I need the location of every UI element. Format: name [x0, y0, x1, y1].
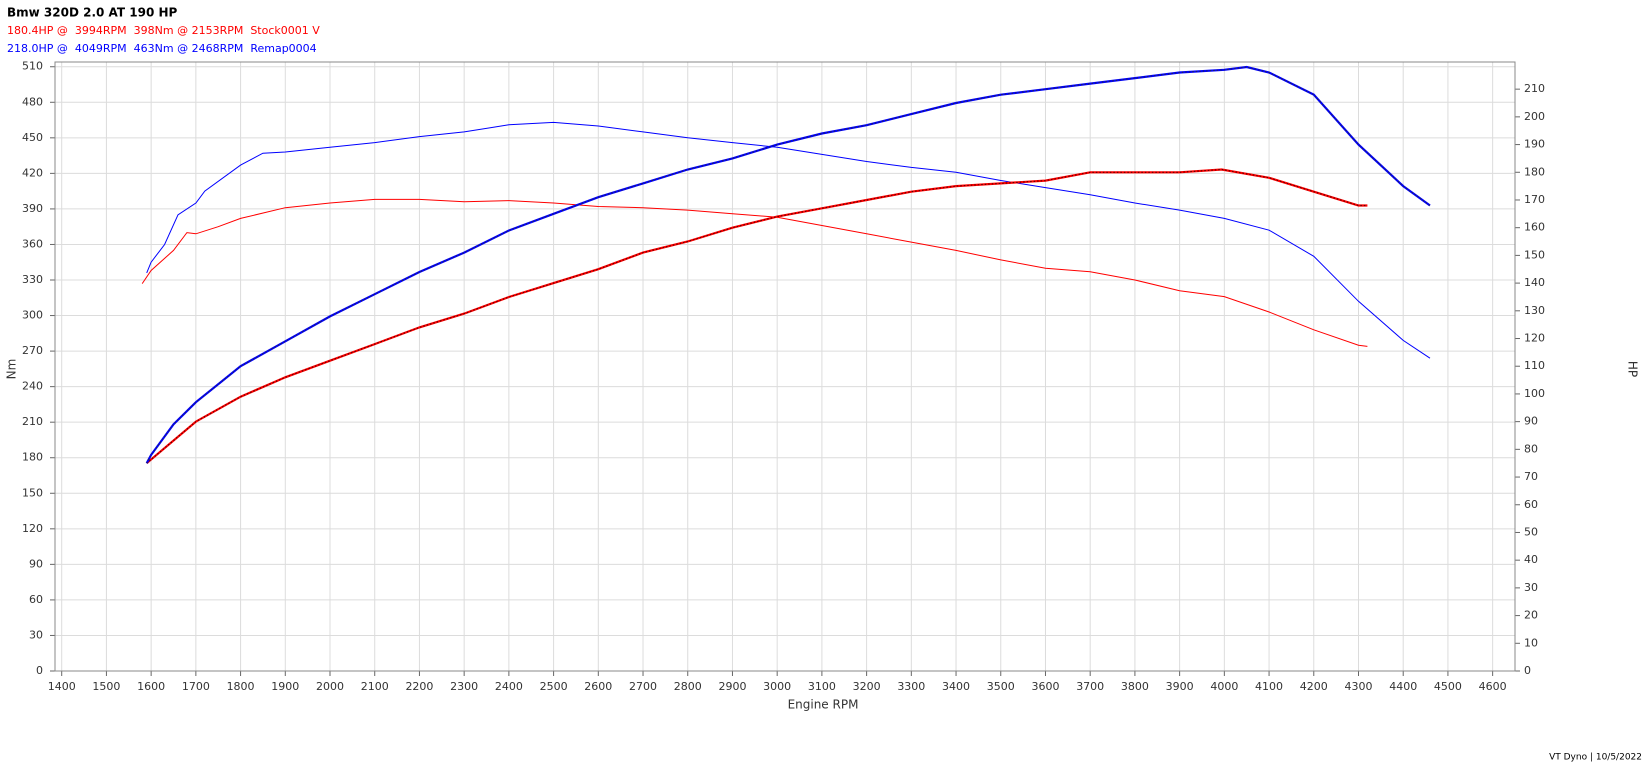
y2-tick-label: 110: [1524, 359, 1545, 372]
y2-tick-label: 130: [1524, 304, 1545, 317]
subtitle: 180.4HP @ 3994RPM 398Nm @ 2153RPM Stock0…: [7, 24, 320, 37]
y2-tick-label: 120: [1524, 332, 1545, 345]
line: [145, 168, 1368, 465]
y2-tick-label: 160: [1524, 221, 1545, 234]
x-tick-label: 3200: [853, 680, 881, 693]
x-tick-label: 4000: [1210, 680, 1238, 693]
line: [146, 121, 1431, 359]
x-tick-label: 4300: [1344, 680, 1372, 693]
y-tick-label: 360: [22, 237, 43, 250]
y-tick-label: 180: [22, 451, 43, 464]
x-tick-label: 1800: [227, 680, 255, 693]
x-tick-label: 3500: [987, 680, 1015, 693]
y2-tick-label: 80: [1524, 442, 1538, 455]
y2-tick-label: 210: [1524, 82, 1545, 95]
y2-tick-label: 50: [1524, 525, 1538, 538]
y-tick-label: 270: [22, 344, 43, 357]
x-tick-label: 4500: [1434, 680, 1462, 693]
y-tick-label: 150: [22, 486, 43, 499]
x-tick-label: 3800: [1121, 680, 1149, 693]
x-tick-label: 4200: [1300, 680, 1328, 693]
y2-tick-label: 30: [1524, 581, 1538, 594]
subtitle: 218.0HP @ 4049RPM 463Nm @ 2468RPM Remap0…: [7, 42, 317, 55]
y-tick-label: 450: [22, 131, 43, 144]
x-tick-label: 2000: [316, 680, 344, 693]
y2-tick-label: 150: [1524, 248, 1545, 261]
x-tick-label: 2800: [674, 680, 702, 693]
x-tick-label: 4600: [1479, 680, 1507, 693]
line: [145, 65, 1431, 464]
y2-tick-label: 60: [1524, 498, 1538, 511]
y2-tick-label: 70: [1524, 470, 1538, 483]
y-tick-label: 120: [22, 522, 43, 535]
x-axis-label: Engine RPM: [788, 698, 859, 712]
y2-tick-label: 170: [1524, 193, 1545, 206]
x-tick-label: 3700: [1076, 680, 1104, 693]
y2-tick-label: 190: [1524, 138, 1545, 151]
y-tick-label: 60: [29, 593, 43, 606]
y-tick-label: 0: [36, 664, 43, 677]
x-tick-label: 2500: [540, 680, 568, 693]
y2-tick-label: 10: [1524, 636, 1538, 649]
x-tick-label: 1600: [137, 680, 165, 693]
x-tick-label: 3900: [1166, 680, 1194, 693]
x-tick-label: 2200: [405, 680, 433, 693]
x-tick-label: 2300: [450, 680, 478, 693]
x-tick-label: 3000: [763, 680, 791, 693]
x-tick-label: 3100: [808, 680, 836, 693]
x-tick-label: 1900: [271, 680, 299, 693]
x-tick-label: 1500: [92, 680, 120, 693]
plot-frame: [54, 61, 1516, 672]
y-tick-label: 330: [22, 273, 43, 286]
x-tick-label: 2400: [495, 680, 523, 693]
x-tick-label: 3300: [897, 680, 925, 693]
x-tick-label: 2100: [361, 680, 389, 693]
y2-tick-label: 90: [1524, 415, 1538, 428]
y2-tick-label: 0: [1524, 664, 1531, 677]
y-tick-label: 240: [22, 380, 43, 393]
x-tick-label: 1700: [182, 680, 210, 693]
y2-tick-label: 40: [1524, 553, 1538, 566]
y-tick-label: 210: [22, 415, 43, 428]
line: [141, 198, 1368, 347]
chart-title: Bmw 320D 2.0 AT 190 HP: [7, 6, 178, 20]
y-tick-label: 30: [29, 628, 43, 641]
x-tick-label: 3400: [942, 680, 970, 693]
footer: VT Dyno | 10/5/2022: [1549, 753, 1642, 763]
x-tick-label: 4100: [1255, 680, 1283, 693]
y2-tick-label: 20: [1524, 609, 1538, 622]
y2-tick-label: 100: [1524, 387, 1545, 400]
y2-tick-label: 180: [1524, 165, 1545, 178]
x-tick-label: 1400: [48, 680, 76, 693]
y2-tick-label: 140: [1524, 276, 1545, 289]
y2-tick-label: 200: [1524, 110, 1545, 123]
x-tick-label: 4400: [1389, 680, 1417, 693]
x-tick-label: 2700: [629, 680, 657, 693]
y2-axis-label: HP: [1626, 361, 1640, 377]
y-tick-label: 390: [22, 202, 43, 215]
y-tick-label: 90: [29, 557, 43, 570]
y-tick-label: 510: [22, 60, 43, 73]
x-tick-label: 2600: [584, 680, 612, 693]
y-tick-label: 420: [22, 166, 43, 179]
y-axis-label: Nm: [5, 359, 19, 380]
y-tick-label: 480: [22, 95, 43, 108]
x-tick-label: 3600: [1031, 680, 1059, 693]
line-dots: [146, 66, 1431, 464]
y-tick-label: 300: [22, 309, 43, 322]
x-tick-label: 2900: [718, 680, 746, 693]
